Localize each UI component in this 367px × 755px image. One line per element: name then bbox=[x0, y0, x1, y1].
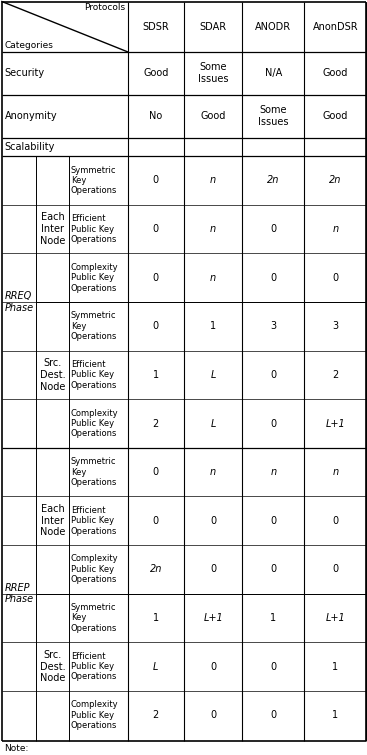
Text: 0: 0 bbox=[153, 224, 159, 234]
Text: Complexity
Public Key
Operations: Complexity Public Key Operations bbox=[71, 554, 118, 584]
Text: AnonDSR: AnonDSR bbox=[312, 22, 358, 32]
Text: L+1: L+1 bbox=[203, 613, 223, 623]
Text: 1: 1 bbox=[332, 710, 338, 720]
Text: L: L bbox=[211, 418, 216, 429]
Text: 0: 0 bbox=[270, 661, 276, 671]
Text: 2: 2 bbox=[153, 418, 159, 429]
Text: L: L bbox=[211, 370, 216, 380]
Text: Categories: Categories bbox=[4, 42, 53, 51]
Text: 0: 0 bbox=[270, 516, 276, 525]
Text: 0: 0 bbox=[270, 710, 276, 720]
Text: Efficient
Public Key
Operations: Efficient Public Key Operations bbox=[71, 506, 117, 535]
Text: 0: 0 bbox=[270, 418, 276, 429]
Text: Symmetric
Key
Operations: Symmetric Key Operations bbox=[71, 311, 117, 341]
Text: 0: 0 bbox=[270, 224, 276, 234]
Text: 0: 0 bbox=[270, 564, 276, 575]
Text: Good: Good bbox=[200, 111, 226, 122]
Text: Note:: Note: bbox=[4, 744, 28, 753]
Text: Symmetric
Key
Operations: Symmetric Key Operations bbox=[71, 165, 117, 196]
Text: 1: 1 bbox=[153, 370, 159, 380]
Text: Symmetric
Key
Operations: Symmetric Key Operations bbox=[71, 458, 117, 487]
Text: Efficient
Public Key
Operations: Efficient Public Key Operations bbox=[71, 360, 117, 390]
Text: L+1: L+1 bbox=[326, 418, 345, 429]
Text: Efficient
Public Key
Operations: Efficient Public Key Operations bbox=[71, 652, 117, 682]
Text: n: n bbox=[210, 467, 216, 477]
Text: 0: 0 bbox=[270, 273, 276, 282]
Text: Complexity
Public Key
Operations: Complexity Public Key Operations bbox=[71, 701, 118, 730]
Text: Good: Good bbox=[323, 68, 348, 79]
Text: 0: 0 bbox=[153, 175, 159, 186]
Text: 1: 1 bbox=[210, 322, 216, 331]
Text: 2: 2 bbox=[153, 710, 159, 720]
Text: N/A: N/A bbox=[265, 68, 282, 79]
Text: Src.
Dest.
Node: Src. Dest. Node bbox=[40, 650, 66, 683]
Text: SDSR: SDSR bbox=[142, 22, 169, 32]
Text: Efficient
Public Key
Operations: Efficient Public Key Operations bbox=[71, 214, 117, 244]
Text: RREQ
Phase: RREQ Phase bbox=[4, 291, 34, 313]
Text: Good: Good bbox=[143, 68, 168, 79]
Text: 1: 1 bbox=[153, 613, 159, 623]
Text: n: n bbox=[210, 273, 216, 282]
Text: 2n: 2n bbox=[267, 175, 280, 186]
Text: 1: 1 bbox=[270, 613, 276, 623]
Text: Anonymity: Anonymity bbox=[5, 111, 57, 122]
Text: 3: 3 bbox=[270, 322, 276, 331]
Text: 0: 0 bbox=[153, 273, 159, 282]
Text: 0: 0 bbox=[270, 370, 276, 380]
Text: Each
Inter
Node: Each Inter Node bbox=[40, 504, 66, 538]
Text: n: n bbox=[270, 467, 276, 477]
Text: Symmetric
Key
Operations: Symmetric Key Operations bbox=[71, 603, 117, 633]
Text: 2: 2 bbox=[332, 370, 338, 380]
Text: 0: 0 bbox=[153, 516, 159, 525]
Text: L+1: L+1 bbox=[326, 613, 345, 623]
Text: 0: 0 bbox=[210, 564, 216, 575]
Text: 0: 0 bbox=[332, 564, 338, 575]
Text: Some
Issues: Some Issues bbox=[198, 63, 228, 84]
Text: n: n bbox=[332, 224, 338, 234]
Text: SDAR: SDAR bbox=[200, 22, 227, 32]
Text: Complexity
Public Key
Operations: Complexity Public Key Operations bbox=[71, 408, 118, 439]
Text: No: No bbox=[149, 111, 163, 122]
Text: Good: Good bbox=[323, 111, 348, 122]
Text: 3: 3 bbox=[332, 322, 338, 331]
Text: Security: Security bbox=[5, 68, 45, 79]
Text: 0: 0 bbox=[210, 710, 216, 720]
Text: 0: 0 bbox=[153, 467, 159, 477]
Text: RREP
Phase: RREP Phase bbox=[4, 583, 34, 605]
Text: Src.
Dest.
Node: Src. Dest. Node bbox=[40, 359, 66, 392]
Text: 2n: 2n bbox=[150, 564, 162, 575]
Text: Some
Issues: Some Issues bbox=[258, 106, 288, 127]
Text: Scalability: Scalability bbox=[5, 142, 55, 152]
Text: 0: 0 bbox=[153, 322, 159, 331]
Text: 0: 0 bbox=[332, 273, 338, 282]
Text: 2n: 2n bbox=[329, 175, 341, 186]
Text: n: n bbox=[332, 467, 338, 477]
Text: 0: 0 bbox=[332, 516, 338, 525]
Text: n: n bbox=[210, 175, 216, 186]
Text: 1: 1 bbox=[332, 661, 338, 671]
Text: L: L bbox=[153, 661, 159, 671]
Text: Each
Inter
Node: Each Inter Node bbox=[40, 212, 66, 245]
Text: 0: 0 bbox=[210, 661, 216, 671]
Text: Protocols: Protocols bbox=[84, 3, 125, 12]
Text: 0: 0 bbox=[210, 516, 216, 525]
Text: n: n bbox=[210, 224, 216, 234]
Text: Complexity
Public Key
Operations: Complexity Public Key Operations bbox=[71, 263, 118, 293]
Text: ANODR: ANODR bbox=[255, 22, 291, 32]
